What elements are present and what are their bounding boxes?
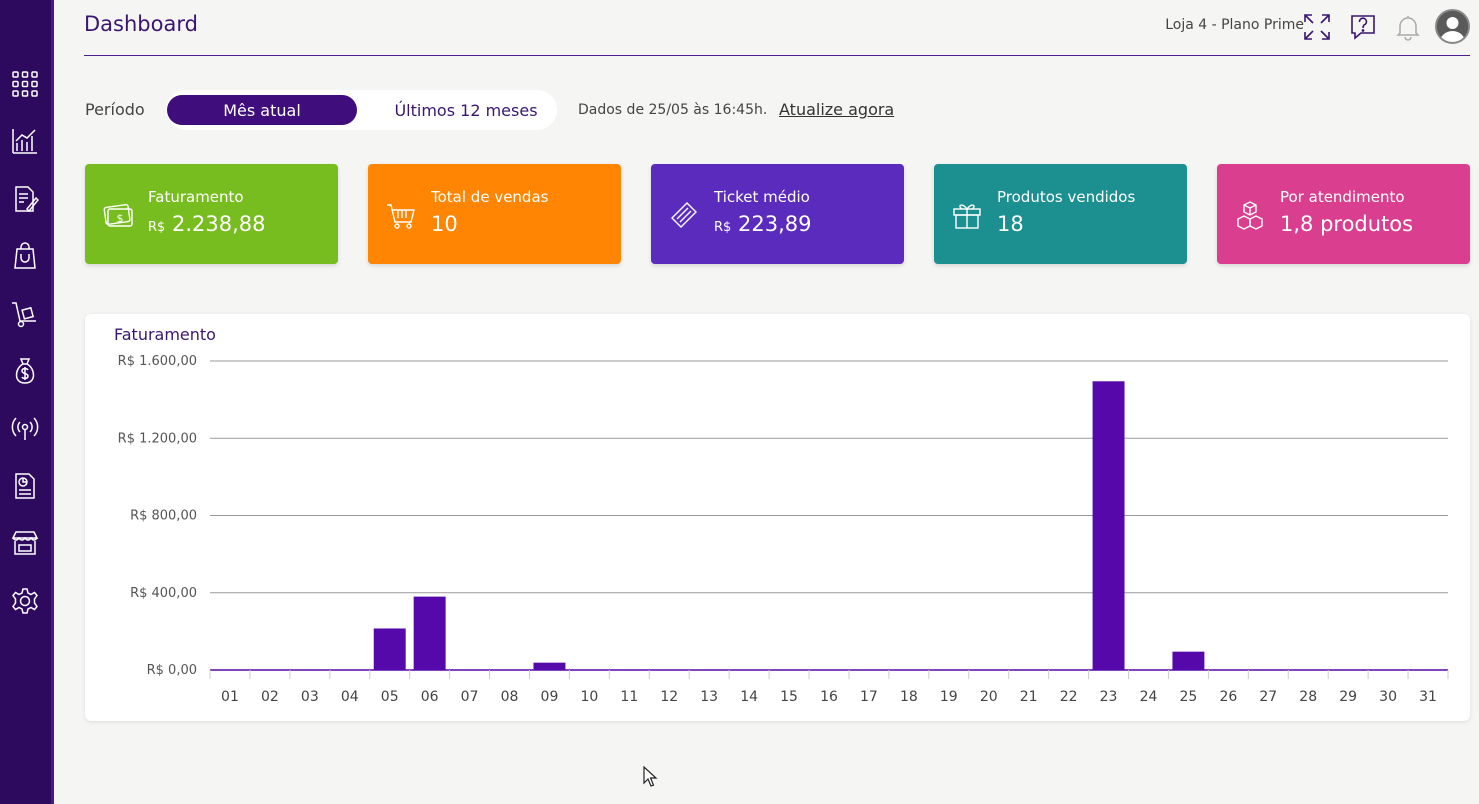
x-tick-label: 11: [620, 689, 638, 705]
card-faturamento: $ Faturamento R$ 2.238,88: [85, 164, 338, 264]
ticket-icon: [671, 202, 697, 228]
x-tick-label: 19: [940, 689, 958, 705]
x-tick-label: 04: [341, 689, 359, 705]
x-tick-label: 05: [381, 689, 399, 705]
card-value-number: 1,8 produtos: [1280, 212, 1414, 236]
period-toggle: Mês atual Últimos 12 meses: [166, 90, 557, 130]
card-value: R$ 223,89: [714, 212, 811, 236]
revenue-bar-chart: R$ 0,00 R$ 400,00 R$ 800,00 R$ 1.200,00 R$ 1…: [118, 354, 1449, 705]
hand-truck-icon[interactable]: [9, 298, 41, 330]
notification-bell-icon[interactable]: [1393, 12, 1423, 42]
card-value: R$ 2.238,88: [148, 212, 266, 236]
y-tick-label: R$ 400,00: [130, 586, 197, 601]
gift-icon: [953, 204, 981, 229]
sidebar: [0, 0, 54, 804]
x-tick-label: 15: [780, 689, 798, 705]
report-icon[interactable]: [9, 470, 41, 502]
refresh-now-link[interactable]: Atualize agora: [779, 100, 895, 119]
svg-text:$: $: [117, 212, 124, 225]
card-value: 10: [431, 212, 458, 236]
x-tick-label: 13: [700, 689, 718, 705]
x-tick-label: 08: [501, 689, 519, 705]
x-tick-label: 17: [860, 689, 878, 705]
x-tick-label: 16: [820, 689, 838, 705]
bar-day-23[interactable]: [1092, 381, 1125, 670]
period-label: Período: [85, 100, 145, 119]
gear-icon[interactable]: [9, 585, 41, 617]
bar-day-09[interactable]: [533, 662, 566, 670]
page-title: Dashboard: [84, 12, 198, 36]
boxes-icon: [1237, 201, 1263, 230]
money-icon: $: [103, 203, 133, 227]
grid-icon[interactable]: [9, 68, 41, 100]
money-bag-icon[interactable]: [9, 355, 41, 387]
revenue-chart-panel: Faturamento R$ 0,00 R$ 400,00 R$ 800,00 R$ …: [85, 314, 1470, 721]
card-label: Produtos vendidos: [997, 188, 1136, 206]
card-ticket-medio: Ticket médio R$ 223,89: [651, 164, 904, 264]
x-tick-label: 30: [1379, 689, 1397, 705]
x-tick-label: 23: [1100, 689, 1118, 705]
y-tick-label: R$ 800,00: [130, 509, 197, 524]
y-tick-label: R$ 0,00: [147, 663, 197, 678]
card-label: Faturamento: [148, 188, 244, 206]
fullscreen-icon[interactable]: [1302, 12, 1332, 42]
bar-day-25[interactable]: [1172, 651, 1205, 670]
card-por-atendimento: Por atendimento 1,8 produtos: [1217, 164, 1470, 264]
broadcast-icon[interactable]: [9, 412, 41, 444]
store-plan-label: Loja 4 - Plano Prime: [1165, 17, 1304, 33]
x-tick-label: 18: [900, 689, 918, 705]
card-value-number: 2.238,88: [172, 212, 266, 236]
card-label: Total de vendas: [431, 188, 549, 206]
x-tick-label: 12: [660, 689, 678, 705]
currency-prefix: R$: [148, 220, 166, 235]
chart-icon[interactable]: [9, 125, 41, 157]
bar-day-06[interactable]: [413, 596, 446, 670]
x-tick-label: 09: [541, 689, 559, 705]
cart-icon: [387, 204, 415, 229]
mouse-cursor-icon: [643, 766, 658, 787]
x-tick-label: 26: [1219, 689, 1237, 705]
x-tick-label: 20: [980, 689, 998, 705]
bar-day-05[interactable]: [373, 628, 406, 670]
currency-prefix: R$: [714, 220, 732, 235]
card-value-number: 223,89: [738, 212, 812, 236]
storefront-icon[interactable]: [9, 527, 41, 559]
x-tick-label: 10: [580, 689, 598, 705]
x-tick-label: 22: [1060, 689, 1078, 705]
x-tick-label: 31: [1419, 689, 1437, 705]
x-tick-label: 07: [461, 689, 479, 705]
shopping-bag-icon[interactable]: [9, 240, 41, 272]
y-tick-label: R$ 1.600,00: [118, 354, 197, 369]
help-icon[interactable]: [1348, 12, 1378, 42]
x-tick-label: 29: [1339, 689, 1357, 705]
x-tick-label: 03: [301, 689, 319, 705]
card-label: Por atendimento: [1280, 188, 1405, 206]
card-value-number: 10: [431, 212, 458, 236]
y-tick-label: R$ 1.200,00: [118, 431, 197, 446]
card-value: 1,8 produtos: [1280, 212, 1413, 236]
x-tick-label: 28: [1299, 689, 1317, 705]
card-total-vendas: Total de vendas 10: [368, 164, 621, 264]
card-value: 18: [997, 212, 1024, 236]
x-tick-label: 21: [1020, 689, 1038, 705]
x-tick-label: 01: [221, 689, 239, 705]
current-month-option[interactable]: Mês atual: [167, 95, 357, 125]
document-edit-icon[interactable]: [9, 183, 41, 215]
topbar: Dashboard Loja 4 - Plano Prime: [84, 0, 1470, 56]
avatar[interactable]: [1435, 9, 1470, 44]
x-tick-label: 27: [1259, 689, 1277, 705]
chart-title: Faturamento: [114, 325, 216, 344]
card-label: Ticket médio: [714, 188, 810, 206]
x-tick-label: 24: [1140, 689, 1158, 705]
card-produtos-vendidos: Produtos vendidos 18: [934, 164, 1187, 264]
x-tick-label: 02: [261, 689, 279, 705]
x-tick-label: 25: [1180, 689, 1198, 705]
data-timestamp: Dados de 25/05 às 16:45h.: [578, 102, 768, 118]
card-value-number: 18: [997, 212, 1024, 236]
x-tick-label: 14: [740, 689, 758, 705]
x-tick-label: 06: [421, 689, 439, 705]
last-12-months-option[interactable]: Últimos 12 meses: [394, 100, 538, 120]
